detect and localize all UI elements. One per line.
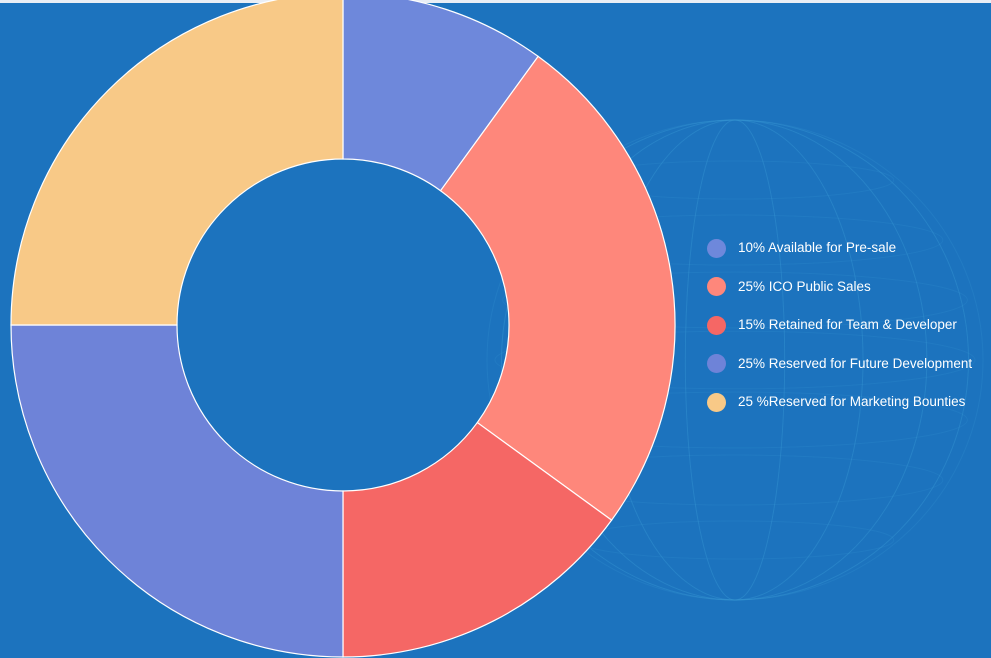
globe-meridian-line [684, 119, 786, 601]
legend-color-dot-icon [707, 277, 726, 297]
donut-slice[interactable] [439, 55, 676, 521]
donut-slices [10, 0, 676, 658]
top-edge-strip [0, 0, 991, 3]
globe-parallel-line [502, 271, 968, 329]
donut-slice[interactable] [10, 324, 344, 658]
globe-parallel-line [575, 520, 895, 560]
legend-item[interactable]: 15% Retained for Team & Developer [707, 306, 987, 345]
globe-parallel-line [494, 330, 976, 390]
globe-meridian-line [500, 119, 970, 601]
globe-meridian-line [500, 119, 970, 601]
globe-meridian-line [684, 119, 786, 601]
donut-slice[interactable] [10, 0, 344, 326]
legend-label: 25% ICO Public Sales [738, 278, 871, 294]
legend-color-dot-icon [707, 354, 726, 374]
legend-label: 25% Reserved for Future Development [738, 355, 973, 371]
legend-color-dot-icon [707, 238, 726, 258]
donut-slice[interactable] [342, 421, 613, 658]
legend-label: 10% Available for Pre-sale [738, 240, 897, 256]
legend-item[interactable]: 25% Reserved for Future Development [707, 345, 987, 384]
legend-label: 25 %Reserved for Marketing Bounties [738, 394, 966, 410]
globe-meridian-line [486, 119, 984, 601]
legend-label: 15% Retained for Team & Developer [738, 317, 957, 333]
legend-color-dot-icon [707, 392, 726, 412]
legend-item[interactable]: 25 %Reserved for Marketing Bounties [707, 383, 987, 422]
legend-item[interactable]: 25% ICO Public Sales [707, 268, 987, 307]
legend-color-dot-icon [707, 315, 726, 335]
chart-legend: 10% Available for Pre-sale 25% ICO Public… [707, 229, 987, 422]
legend-item[interactable]: 10% Available for Pre-sale [707, 229, 987, 268]
